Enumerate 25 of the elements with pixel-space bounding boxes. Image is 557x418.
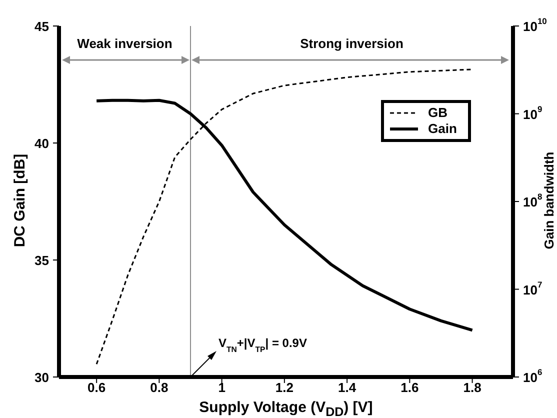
legend-label: GB xyxy=(428,105,448,121)
x-tick-label: 1.4 xyxy=(338,380,357,394)
y-axis-title: DC Gain [dB] xyxy=(12,152,28,249)
line-series xyxy=(96,68,474,365)
y2-tick-label: 10$^{9}$ xyxy=(523,104,542,122)
x-tick-label: 1 xyxy=(218,380,226,394)
annotation: Weak inversion xyxy=(77,36,172,51)
annotation: V$_{TN}$+|V$_{TP}$| = 0.9V xyxy=(218,336,307,354)
y2-tick-label: 10$^{8}$ xyxy=(523,192,542,209)
annotation: Strong inversion xyxy=(300,36,404,51)
y2-tick-label: 10$^{10}$ xyxy=(523,16,548,34)
y-tick-label: 45 xyxy=(34,18,49,34)
x-tick-label: 0.8 xyxy=(150,380,168,394)
x-tick-label: 0.6 xyxy=(88,380,106,394)
x-tick-label: 1.2 xyxy=(275,380,294,394)
x-tick-label: 1.6 xyxy=(400,380,419,394)
legend-label: Gain xyxy=(428,121,457,137)
y2-tick-label: 10$^{6}$ xyxy=(523,367,542,384)
y2-axis-title: Gain bandwidth xyxy=(542,150,556,251)
y2-tick-label: 10$^{7}$ xyxy=(523,279,542,297)
y-tick-label: 35 xyxy=(34,252,49,268)
y-tick-label: 40 xyxy=(34,136,49,150)
y-tick-label: 30 xyxy=(34,370,49,384)
x-axis-title: Supply Voltage (V$_{DD}$) [V] xyxy=(198,399,374,418)
x-tick-label: 1.8 xyxy=(463,380,482,394)
